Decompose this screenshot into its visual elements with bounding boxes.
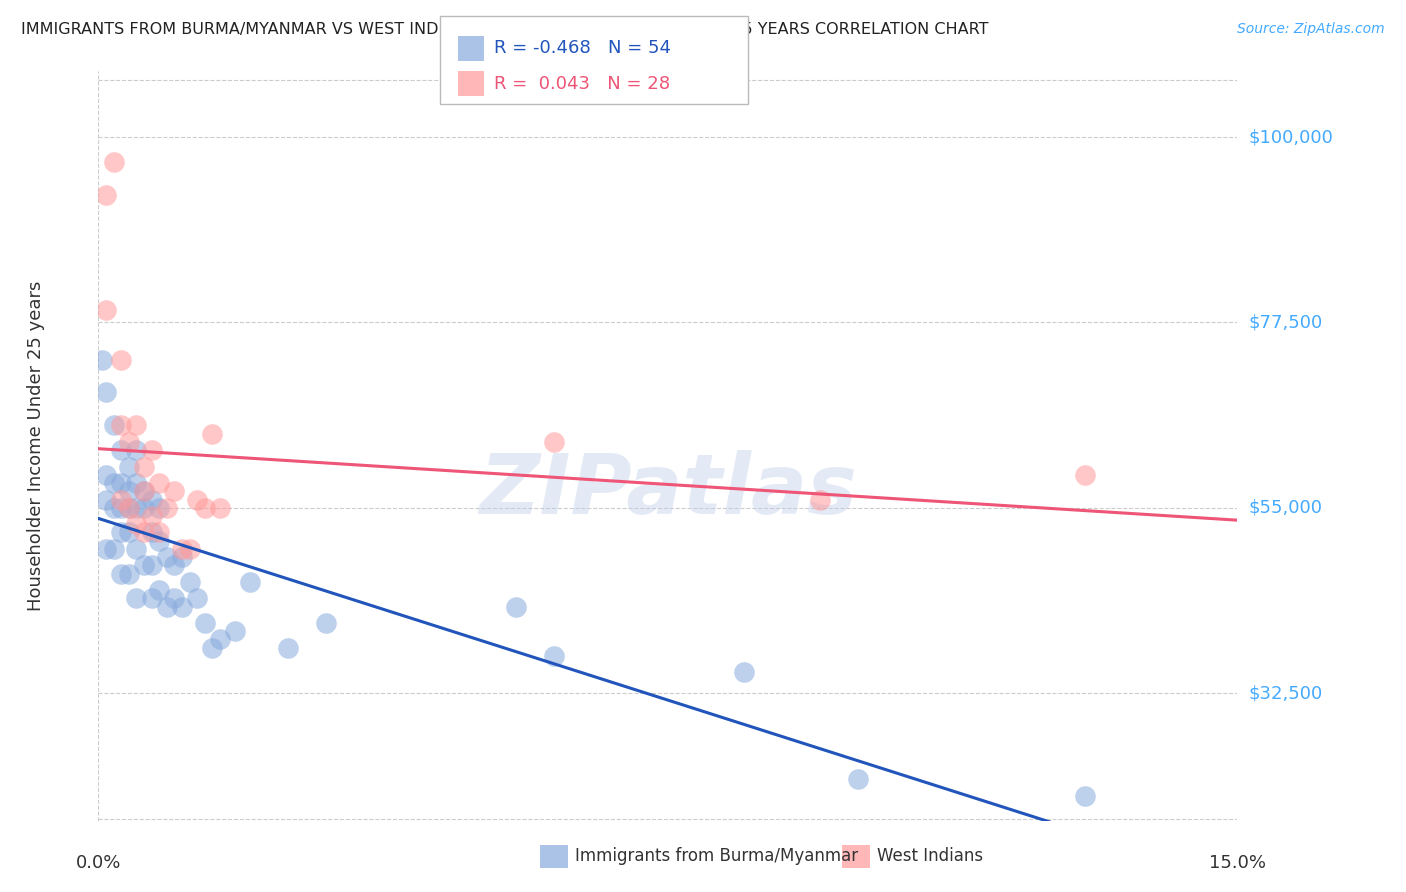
Point — [733, 665, 755, 680]
Point — [110, 443, 132, 458]
Point — [132, 558, 155, 573]
Text: R =  0.043   N = 28: R = 0.043 N = 28 — [494, 75, 669, 93]
Point — [110, 525, 132, 540]
Point — [132, 525, 155, 540]
Point — [141, 492, 163, 507]
Point — [118, 434, 141, 449]
Point — [132, 459, 155, 474]
Point — [132, 500, 155, 515]
Point — [148, 583, 170, 598]
Point — [125, 517, 148, 532]
Point — [94, 187, 117, 202]
Point — [315, 615, 337, 630]
Point — [163, 558, 186, 573]
Point — [170, 541, 193, 556]
Point — [170, 550, 193, 565]
Point — [125, 443, 148, 458]
Text: 15.0%: 15.0% — [1209, 854, 1265, 871]
Point — [505, 599, 527, 614]
Point — [103, 476, 125, 491]
Point — [163, 484, 186, 499]
Point — [163, 591, 186, 606]
Point — [1074, 467, 1097, 482]
Point — [156, 599, 179, 614]
Point — [110, 566, 132, 581]
Point — [201, 640, 224, 655]
Point — [141, 591, 163, 606]
Point — [277, 640, 299, 655]
Point — [132, 484, 155, 499]
Point — [94, 541, 117, 556]
Point — [110, 418, 132, 433]
Point — [179, 574, 201, 589]
Point — [118, 500, 141, 515]
Point — [208, 500, 231, 515]
Point — [91, 352, 114, 367]
Point — [148, 500, 170, 515]
Point — [1074, 789, 1097, 803]
Point — [125, 541, 148, 556]
Text: $100,000: $100,000 — [1249, 128, 1333, 146]
Point — [156, 500, 179, 515]
Text: $55,000: $55,000 — [1249, 499, 1323, 516]
Point — [186, 492, 208, 507]
Point — [156, 550, 179, 565]
Text: $77,500: $77,500 — [1249, 313, 1323, 332]
Point — [141, 443, 163, 458]
Point — [148, 476, 170, 491]
Point — [110, 500, 132, 515]
Text: ZIPatlas: ZIPatlas — [479, 450, 856, 532]
Point — [201, 426, 224, 441]
Point — [103, 155, 125, 169]
Point — [94, 385, 117, 400]
Point — [103, 418, 125, 433]
Point — [208, 632, 231, 647]
Point — [148, 525, 170, 540]
Point — [118, 566, 141, 581]
Point — [103, 500, 125, 515]
Text: R = -0.468   N = 54: R = -0.468 N = 54 — [494, 39, 671, 57]
Point — [141, 525, 163, 540]
Point — [125, 476, 148, 491]
Point — [110, 492, 132, 507]
Point — [94, 492, 117, 507]
Point — [179, 541, 201, 556]
Point — [543, 434, 565, 449]
Text: 0.0%: 0.0% — [76, 854, 121, 871]
Point — [125, 418, 148, 433]
Point — [224, 624, 246, 639]
Text: IMMIGRANTS FROM BURMA/MYANMAR VS WEST INDIAN HOUSEHOLDER INCOME UNDER 25 YEARS C: IMMIGRANTS FROM BURMA/MYANMAR VS WEST IN… — [21, 22, 988, 37]
Point — [103, 541, 125, 556]
Point — [94, 303, 117, 318]
Text: Householder Income Under 25 years: Householder Income Under 25 years — [27, 281, 45, 611]
Point — [808, 492, 831, 507]
Point — [846, 772, 869, 787]
Point — [141, 508, 163, 523]
Point — [110, 476, 132, 491]
Point — [118, 484, 141, 499]
Point — [110, 352, 132, 367]
Point — [118, 500, 141, 515]
Point — [239, 574, 262, 589]
Point — [194, 500, 217, 515]
Point — [194, 615, 217, 630]
Point — [132, 484, 155, 499]
Point — [148, 533, 170, 548]
Point — [125, 591, 148, 606]
Point — [186, 591, 208, 606]
Point — [125, 500, 148, 515]
Point — [543, 648, 565, 663]
Text: Immigrants from Burma/Myanmar: Immigrants from Burma/Myanmar — [575, 847, 858, 865]
Point — [94, 467, 117, 482]
Point — [118, 459, 141, 474]
Text: $32,500: $32,500 — [1249, 684, 1323, 702]
Point — [118, 525, 141, 540]
Point — [170, 599, 193, 614]
Text: Source: ZipAtlas.com: Source: ZipAtlas.com — [1237, 22, 1385, 37]
Point — [141, 558, 163, 573]
Text: West Indians: West Indians — [877, 847, 983, 865]
